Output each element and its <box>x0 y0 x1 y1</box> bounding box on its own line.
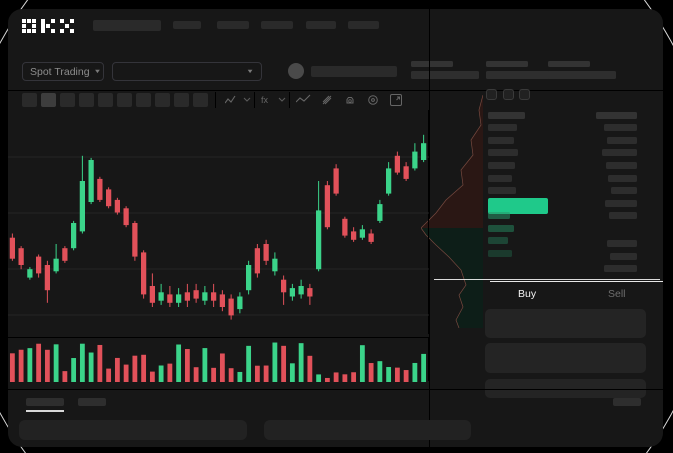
svg-text:fx: fx <box>261 95 269 105</box>
